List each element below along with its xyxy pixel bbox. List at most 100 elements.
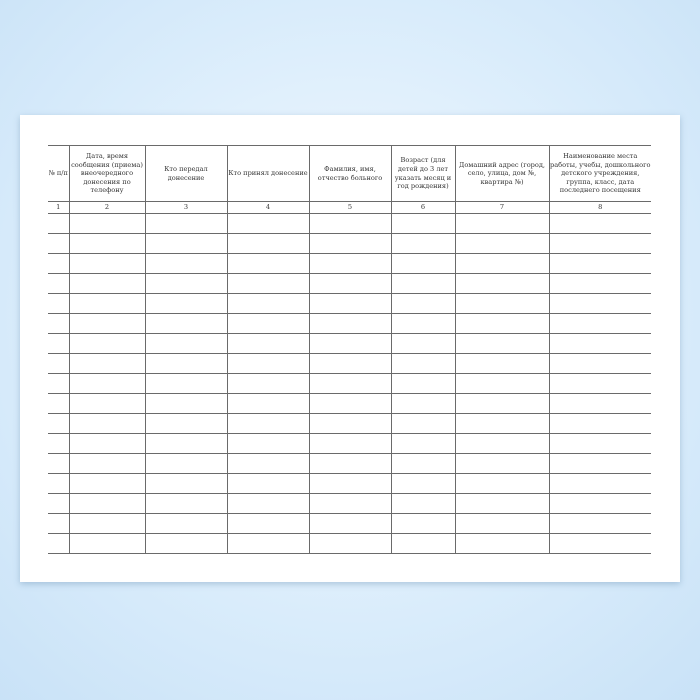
table-cell[interactable] <box>144 253 227 274</box>
table-cell[interactable] <box>454 233 549 254</box>
table-cell[interactable] <box>48 433 69 454</box>
table-cell[interactable] <box>144 433 227 454</box>
table-cell[interactable] <box>68 453 145 474</box>
table-cell[interactable] <box>68 533 145 554</box>
table-cell[interactable] <box>68 293 145 314</box>
table-cell[interactable] <box>454 213 549 234</box>
table-cell[interactable] <box>308 273 391 294</box>
table-cell[interactable] <box>548 493 651 514</box>
table-cell[interactable] <box>144 393 227 414</box>
table-cell[interactable] <box>390 473 455 494</box>
table-cell[interactable] <box>454 513 549 534</box>
table-cell[interactable] <box>390 353 455 374</box>
table-cell[interactable] <box>68 353 145 374</box>
table-cell[interactable] <box>454 393 549 414</box>
table-cell[interactable] <box>226 213 309 234</box>
table-cell[interactable] <box>48 293 69 314</box>
table-cell[interactable] <box>48 453 69 474</box>
table-cell[interactable] <box>226 373 309 394</box>
table-cell[interactable] <box>308 253 391 274</box>
table-cell[interactable] <box>48 353 69 374</box>
table-cell[interactable] <box>454 253 549 274</box>
table-cell[interactable] <box>226 353 309 374</box>
table-cell[interactable] <box>454 533 549 554</box>
table-cell[interactable] <box>144 273 227 294</box>
table-cell[interactable] <box>390 453 455 474</box>
table-cell[interactable] <box>454 493 549 514</box>
table-cell[interactable] <box>48 313 69 334</box>
table-cell[interactable] <box>548 533 651 554</box>
table-cell[interactable] <box>48 333 69 354</box>
table-cell[interactable] <box>390 513 455 534</box>
table-cell[interactable] <box>226 533 309 554</box>
table-cell[interactable] <box>548 433 651 454</box>
table-cell[interactable] <box>48 273 69 294</box>
table-cell[interactable] <box>454 433 549 454</box>
table-cell[interactable] <box>144 333 227 354</box>
table-cell[interactable] <box>68 233 145 254</box>
table-cell[interactable] <box>548 513 651 534</box>
table-cell[interactable] <box>308 473 391 494</box>
table-cell[interactable] <box>68 393 145 414</box>
table-cell[interactable] <box>454 373 549 394</box>
table-cell[interactable] <box>548 293 651 314</box>
table-cell[interactable] <box>390 213 455 234</box>
table-cell[interactable] <box>308 393 391 414</box>
table-cell[interactable] <box>144 453 227 474</box>
table-cell[interactable] <box>48 533 69 554</box>
table-cell[interactable] <box>308 533 391 554</box>
table-cell[interactable] <box>454 413 549 434</box>
table-cell[interactable] <box>144 233 227 254</box>
table-cell[interactable] <box>390 493 455 514</box>
table-cell[interactable] <box>548 373 651 394</box>
table-cell[interactable] <box>68 413 145 434</box>
table-cell[interactable] <box>308 313 391 334</box>
table-cell[interactable] <box>390 273 455 294</box>
table-cell[interactable] <box>48 473 69 494</box>
table-cell[interactable] <box>390 233 455 254</box>
table-cell[interactable] <box>68 213 145 234</box>
table-cell[interactable] <box>144 213 227 234</box>
table-cell[interactable] <box>308 513 391 534</box>
table-cell[interactable] <box>144 313 227 334</box>
table-cell[interactable] <box>308 433 391 454</box>
table-cell[interactable] <box>548 273 651 294</box>
table-cell[interactable] <box>390 373 455 394</box>
table-cell[interactable] <box>308 333 391 354</box>
table-cell[interactable] <box>548 393 651 414</box>
table-cell[interactable] <box>226 273 309 294</box>
table-cell[interactable] <box>144 473 227 494</box>
table-cell[interactable] <box>548 353 651 374</box>
table-cell[interactable] <box>548 473 651 494</box>
table-cell[interactable] <box>390 253 455 274</box>
table-cell[interactable] <box>308 353 391 374</box>
table-cell[interactable] <box>390 393 455 414</box>
table-cell[interactable] <box>48 253 69 274</box>
table-cell[interactable] <box>454 453 549 474</box>
table-cell[interactable] <box>68 373 145 394</box>
table-cell[interactable] <box>144 533 227 554</box>
table-cell[interactable] <box>144 293 227 314</box>
table-cell[interactable] <box>144 513 227 534</box>
table-cell[interactable] <box>454 353 549 374</box>
table-cell[interactable] <box>68 473 145 494</box>
table-cell[interactable] <box>454 473 549 494</box>
table-cell[interactable] <box>144 373 227 394</box>
table-cell[interactable] <box>548 333 651 354</box>
table-cell[interactable] <box>226 333 309 354</box>
table-cell[interactable] <box>48 513 69 534</box>
table-cell[interactable] <box>68 273 145 294</box>
table-cell[interactable] <box>226 293 309 314</box>
table-cell[interactable] <box>548 413 651 434</box>
table-cell[interactable] <box>144 493 227 514</box>
table-cell[interactable] <box>226 313 309 334</box>
table-cell[interactable] <box>226 453 309 474</box>
table-cell[interactable] <box>48 233 69 254</box>
table-cell[interactable] <box>548 313 651 334</box>
table-cell[interactable] <box>68 253 145 274</box>
table-cell[interactable] <box>68 333 145 354</box>
table-cell[interactable] <box>226 413 309 434</box>
table-cell[interactable] <box>308 413 391 434</box>
table-cell[interactable] <box>454 333 549 354</box>
table-cell[interactable] <box>548 233 651 254</box>
